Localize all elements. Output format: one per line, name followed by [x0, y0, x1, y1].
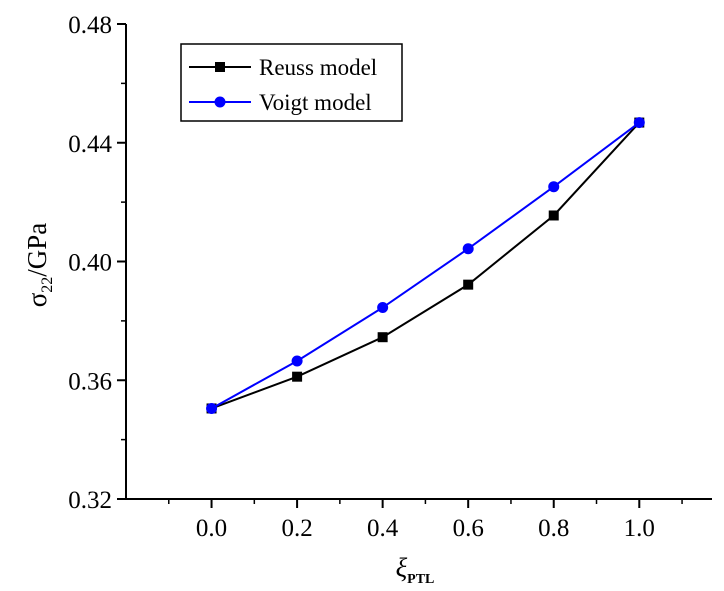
x-tick-label: 0.0 — [196, 515, 227, 542]
x-axis-title-sub: PTL — [407, 572, 434, 587]
data-point-circle — [548, 181, 560, 193]
legend-marker-voigt — [214, 96, 226, 108]
x-tick-label: 1.0 — [624, 515, 655, 542]
y-tick-label: 0.40 — [68, 250, 112, 277]
series-layer — [206, 117, 645, 414]
x-axis-title-main: ξ — [396, 553, 408, 583]
data-point-circle — [633, 117, 645, 129]
x-axis-title: ξPTL — [396, 553, 435, 587]
legend-label-reuss: Reuss model — [259, 55, 377, 80]
data-point-circle — [462, 243, 474, 255]
legend-label-voigt: Voigt model — [259, 90, 372, 115]
legend-marker-reuss — [215, 62, 225, 72]
series-line-1 — [211, 121, 640, 410]
y-tick-label: 0.44 — [68, 131, 112, 158]
x-tick-label: 0.2 — [281, 515, 312, 542]
x-tick-label: 0.4 — [367, 515, 399, 542]
data-point-circle — [206, 402, 218, 414]
legend-box — [180, 43, 403, 122]
x-tick-label: 0.8 — [538, 515, 569, 542]
x-tick-label: 0.6 — [453, 515, 484, 542]
data-point-square — [463, 279, 474, 290]
y-tick-label: 0.36 — [68, 368, 112, 395]
x-ticks: 0.0 0.2 0.4 0.6 0.8 1.0 — [168, 499, 683, 542]
y-tick-label: 0.32 — [68, 487, 112, 514]
data-point-square — [377, 332, 388, 343]
y-axis-title-sub: 22 — [39, 277, 56, 293]
y-axis-title-suffix: /GPa — [22, 223, 52, 277]
y-tick-label: 0.48 — [68, 12, 112, 39]
y-axis-title: σ22/GPa — [22, 223, 56, 308]
y-axis-title-main: σ — [22, 292, 52, 307]
data-point-square — [548, 210, 559, 221]
series-line-0 — [211, 121, 641, 410]
data-point-circle — [377, 302, 389, 314]
y-ticks: 0.32 0.36 0.40 0.44 0.48 — [68, 12, 126, 514]
data-point-square — [292, 371, 303, 382]
legend: Reuss model Voigt model — [180, 43, 403, 122]
data-point-circle — [291, 355, 303, 367]
